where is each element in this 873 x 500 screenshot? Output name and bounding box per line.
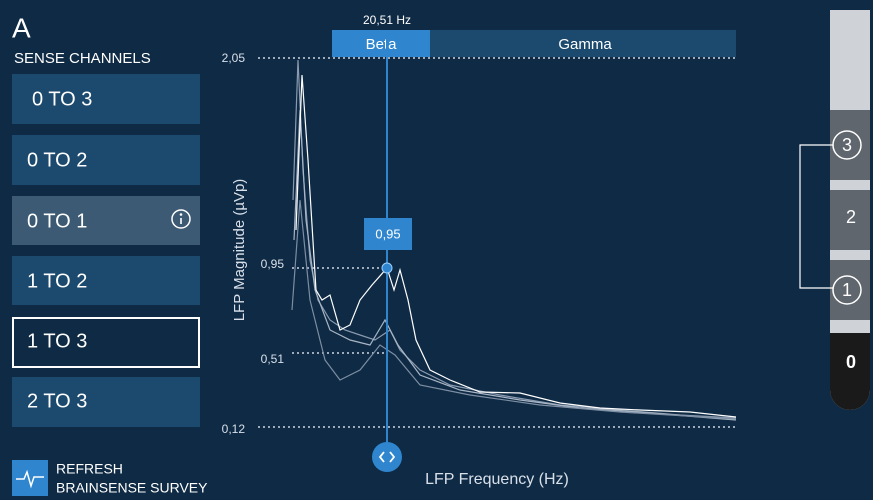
band-label: Beta <box>366 36 398 53</box>
contact-label: 3 <box>842 135 852 155</box>
channel-label: 1 TO 3 <box>27 330 87 352</box>
y-label: 2,05 <box>222 51 246 65</box>
x-axis-title: LFP Frequency (Hz) <box>425 471 569 488</box>
beta-band[interactable] <box>332 30 430 57</box>
channel-button[interactable] <box>12 377 200 427</box>
refresh-label: BRAINSENSE SURVEY <box>56 480 208 496</box>
gamma-band[interactable] <box>430 30 736 57</box>
info-icon[interactable] <box>171 209 191 229</box>
y-label: 0,51 <box>261 352 285 366</box>
cursor-handle[interactable] <box>372 442 402 472</box>
channel-label: 0 TO 1 <box>27 210 87 232</box>
channel-label: 0 TO 3 <box>32 88 92 110</box>
marker-value: 0,95 <box>375 226 400 241</box>
spectra <box>291 59 737 421</box>
band-label: Gamma <box>558 36 612 53</box>
channel-label: 2 TO 3 <box>27 390 87 412</box>
channel-label: 1 TO 2 <box>27 270 87 292</box>
channel-list: 0 TO 3 0 TO 2 0 TO 1 1 TO 2 1 TO 3 2 TO … <box>12 74 200 427</box>
panel-letter: A <box>12 12 31 43</box>
band-bar: Beta Gamma <box>332 30 736 57</box>
y-axis-title: LFP Magnitude (µVp) <box>231 179 248 322</box>
cursor-point <box>381 262 393 274</box>
refresh-button[interactable]: REFRESH BRAINSENSE SURVEY <box>12 460 208 496</box>
channel-button[interactable] <box>12 135 200 185</box>
channel-label: 0 TO 2 <box>27 149 87 171</box>
channel-button[interactable] <box>12 256 200 305</box>
refresh-label: REFRESH <box>56 461 123 477</box>
marker-box <box>364 218 412 250</box>
contact-label: 2 <box>846 207 856 227</box>
y-label: 0,95 <box>261 257 285 271</box>
channel-button[interactable] <box>12 74 200 124</box>
y-label: 0,12 <box>222 422 246 436</box>
cursor-frequency: 20,51 Hz <box>363 13 411 27</box>
electrode: 3 2 1 0 <box>799 10 870 410</box>
contact-label: 1 <box>842 280 852 300</box>
channel-button[interactable] <box>12 196 200 245</box>
section-title: SENSE CHANNELS <box>14 50 151 67</box>
channel-button-selected[interactable] <box>12 317 200 368</box>
contact-label: 0 <box>846 352 856 372</box>
